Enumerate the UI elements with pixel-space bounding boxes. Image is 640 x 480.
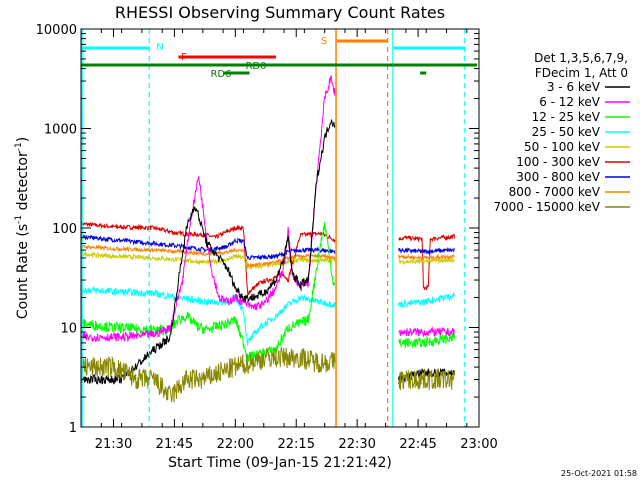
series-line-4 (81, 285, 456, 346)
legend: Det 1,3,5,6,7,9, FDecim 1, Att 0 3 - 6 k… (493, 51, 630, 214)
x-tick-label-22:45: 22:45 (399, 437, 436, 452)
series-line-3 (81, 221, 456, 363)
series-line-2 (81, 75, 455, 343)
series-line-6 (81, 221, 456, 296)
legend-label-9: 7000 - 15000 keV (493, 200, 600, 214)
series-line-7 (81, 234, 455, 261)
x-tick-label-22:30: 22:30 (338, 437, 375, 452)
plot-area: N F S RD0 RD6 (81, 29, 477, 427)
legend-label-1: 3 - 6 keV (547, 80, 601, 94)
series-group (81, 29, 466, 427)
flag-label-f: F (181, 52, 187, 63)
axes: 21:30 21:45 22:00 22:15 22:30 22:45 23:00 1 10 10… (36, 23, 498, 452)
series-line-5 (81, 250, 455, 271)
chart-title: RHESSI Observing Summary Count Rates (115, 3, 445, 22)
legend-label-2: 6 - 12 keV (539, 95, 601, 109)
y-tick-label-1000: 1000 (44, 123, 77, 138)
flag-label-rd0: RD0 (245, 61, 266, 72)
legend-label-5: 50 - 100 keV (524, 140, 601, 154)
legend-label-6: 100 - 300 keV (516, 155, 600, 169)
x-tick-label-21:45: 21:45 (156, 437, 193, 452)
footer-timestamp: 25-Oct-2021 01:58 (561, 469, 637, 478)
flag-label-s: S (321, 36, 327, 47)
flag-label-rd6: RD6 (210, 69, 231, 80)
series-line-1 (81, 119, 456, 385)
legend-header-line-2: FDecim 1, Att 0 (535, 66, 628, 80)
legend-label-3: 12 - 25 keV (532, 110, 601, 124)
y-tick-label-10000: 10000 (36, 23, 77, 38)
series-line-8 (81, 244, 455, 268)
legend-label-4: 25 - 50 keV (532, 125, 601, 139)
series-line-9 (81, 346, 456, 403)
x-tick-label-23:00: 23:00 (460, 437, 497, 452)
legend-header-line-1: Det 1,3,5,6,7,9, (534, 51, 628, 65)
y-tick-label-1: 1 (69, 421, 77, 436)
x-tick-label-22:15: 22:15 (278, 437, 315, 452)
y-tick-label-10: 10 (60, 322, 77, 337)
legend-label-8: 800 - 7000 keV (509, 185, 601, 199)
y-axis-label: Count Rate (s-1 detector-1) (14, 137, 31, 319)
x-tick-label-21:30: 21:30 (95, 437, 132, 452)
flag-label-n: N (156, 42, 163, 53)
legend-label-7: 300 - 800 keV (516, 170, 600, 184)
x-axis-label: Start Time (09-Jan-15 21:21:42) (168, 455, 392, 471)
y-tick-label-100: 100 (52, 222, 77, 237)
x-tick-label-22:00: 22:00 (217, 437, 254, 452)
